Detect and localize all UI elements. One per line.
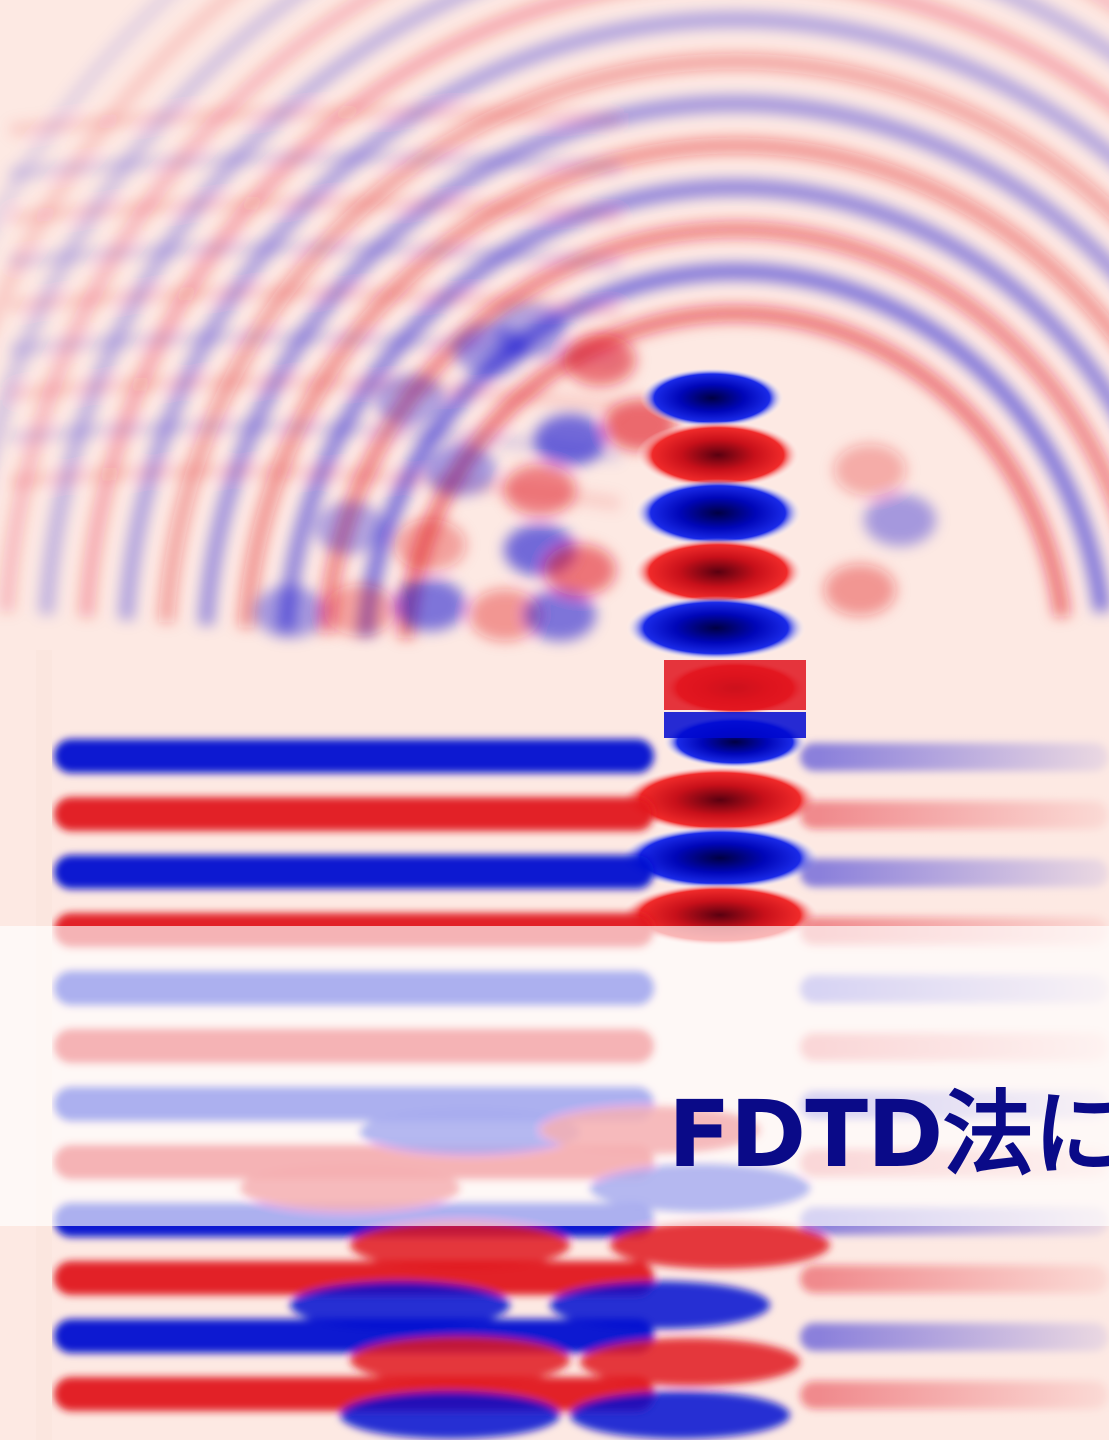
wave-arc bbox=[0, 0, 304, 449]
wave-lobe-bottom bbox=[550, 1281, 770, 1329]
wave-stripe bbox=[54, 855, 654, 889]
wave-lobe-bottom bbox=[350, 1221, 570, 1269]
wave-stripe bbox=[54, 797, 654, 831]
wave-arc bbox=[237, 137, 1109, 629]
wave-lobe-bottom bbox=[610, 1221, 830, 1269]
wave-arc bbox=[317, 221, 1109, 634]
wave-lobe bbox=[636, 421, 800, 489]
wave-stripe bbox=[54, 1261, 654, 1295]
wave-band bbox=[9, 105, 621, 137]
wave-lobe bbox=[640, 368, 784, 428]
wave-arc bbox=[0, 0, 175, 229]
wave-blob bbox=[374, 374, 446, 426]
wave-lobe-bottom bbox=[340, 1391, 560, 1439]
wave-stripe bbox=[54, 739, 654, 773]
wave-blob bbox=[324, 584, 396, 636]
wave-arc bbox=[158, 53, 1109, 623]
wave-blob bbox=[544, 544, 616, 596]
wave-blob bbox=[254, 586, 326, 638]
wave-blob bbox=[834, 444, 906, 496]
wave-arc bbox=[357, 263, 1109, 637]
wave-blob bbox=[394, 519, 466, 571]
wave-arc bbox=[0, 0, 1109, 613]
wave-lobe-bottom bbox=[570, 1391, 790, 1439]
wave-blob bbox=[824, 564, 896, 616]
wave-arc bbox=[277, 179, 1109, 631]
wave-band bbox=[9, 374, 621, 415]
wave-blob bbox=[469, 589, 541, 641]
wave-lobe bbox=[626, 596, 806, 660]
wave-lobe-bottom bbox=[350, 1336, 570, 1384]
wave-blob bbox=[524, 589, 596, 641]
wave-lobe bbox=[620, 826, 820, 890]
wave-band bbox=[9, 285, 621, 319]
wave-arc bbox=[0, 0, 237, 324]
wave-band bbox=[9, 195, 621, 225]
wave-lobe-bottom bbox=[290, 1281, 510, 1329]
wave-arc bbox=[78, 0, 1109, 618]
wave-band bbox=[9, 150, 621, 181]
wave-blob bbox=[424, 444, 496, 496]
wave-band bbox=[9, 419, 622, 463]
wave-blob bbox=[534, 414, 606, 466]
wave-blob bbox=[864, 494, 936, 546]
wave-lobe bbox=[620, 766, 820, 834]
wave-blob bbox=[494, 304, 566, 356]
wave-blob bbox=[564, 334, 636, 386]
wave-lobe bbox=[632, 538, 804, 606]
wave-blob bbox=[504, 464, 576, 516]
slot-field-blue bbox=[664, 712, 806, 738]
wave-blob bbox=[314, 502, 386, 554]
page-title: FDTD法に bbox=[668, 1081, 1109, 1188]
title-banner bbox=[0, 926, 1109, 1226]
wave-band bbox=[9, 240, 621, 271]
wave-lobe bbox=[634, 479, 802, 547]
slot-field-red bbox=[664, 660, 806, 710]
wave-lobe-bottom bbox=[580, 1338, 800, 1386]
wave-blob bbox=[394, 579, 466, 631]
